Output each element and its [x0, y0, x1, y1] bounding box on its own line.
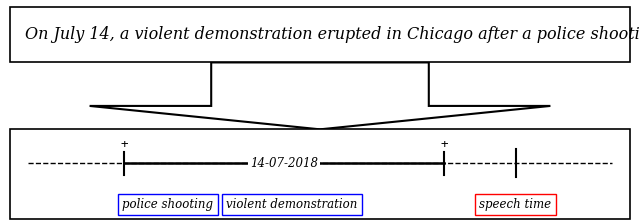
FancyBboxPatch shape — [10, 7, 630, 62]
Text: violent demonstration: violent demonstration — [227, 198, 358, 211]
Text: speech time: speech time — [479, 198, 552, 211]
Text: police shooting: police shooting — [122, 198, 213, 211]
FancyBboxPatch shape — [10, 129, 630, 219]
Polygon shape — [90, 62, 550, 129]
Text: +: + — [121, 138, 128, 151]
Text: +: + — [440, 138, 448, 151]
Text: 14-07-2018: 14-07-2018 — [250, 157, 318, 170]
Text: On July 14, a violent demonstration erupted in Chicago after a police shooting.: On July 14, a violent demonstration erup… — [25, 26, 640, 43]
